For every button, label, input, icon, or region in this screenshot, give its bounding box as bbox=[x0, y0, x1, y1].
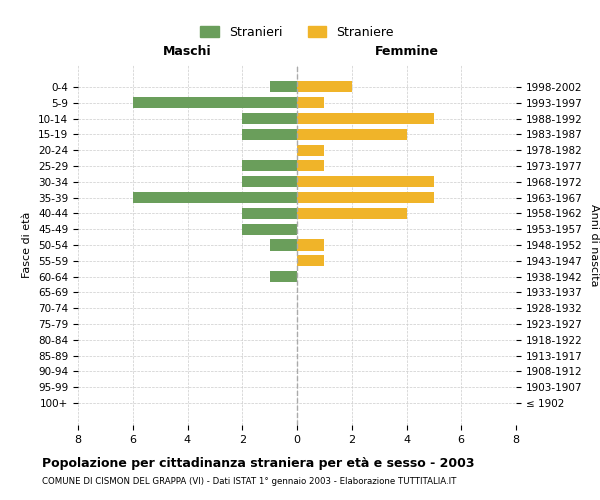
Bar bbox=[297, 97, 325, 108]
Bar bbox=[297, 256, 325, 266]
Bar bbox=[297, 176, 434, 188]
Bar bbox=[269, 271, 297, 282]
Text: COMUNE DI CISMON DEL GRAPPA (VI) - Dati ISTAT 1° gennaio 2003 - Elaborazione TUT: COMUNE DI CISMON DEL GRAPPA (VI) - Dati … bbox=[42, 478, 457, 486]
Bar bbox=[297, 129, 407, 140]
Bar bbox=[297, 160, 325, 172]
Y-axis label: Fasce di età: Fasce di età bbox=[22, 212, 32, 278]
Text: Popolazione per cittadinanza straniera per età e sesso - 2003: Popolazione per cittadinanza straniera p… bbox=[42, 458, 475, 470]
Bar bbox=[133, 97, 297, 108]
Bar bbox=[133, 192, 297, 203]
Bar bbox=[269, 240, 297, 250]
Bar bbox=[242, 224, 297, 234]
Bar bbox=[242, 208, 297, 219]
Bar bbox=[297, 113, 434, 124]
Bar bbox=[297, 144, 325, 156]
Bar bbox=[269, 82, 297, 92]
Bar bbox=[242, 129, 297, 140]
Bar bbox=[297, 82, 352, 92]
Bar bbox=[297, 208, 407, 219]
Bar bbox=[297, 240, 325, 250]
Legend: Stranieri, Straniere: Stranieri, Straniere bbox=[195, 21, 399, 44]
Bar bbox=[242, 113, 297, 124]
Text: Femmine: Femmine bbox=[374, 45, 439, 58]
Bar bbox=[242, 160, 297, 172]
Bar bbox=[297, 192, 434, 203]
Text: Maschi: Maschi bbox=[163, 45, 212, 58]
Y-axis label: Anni di nascita: Anni di nascita bbox=[589, 204, 599, 286]
Bar bbox=[242, 176, 297, 188]
